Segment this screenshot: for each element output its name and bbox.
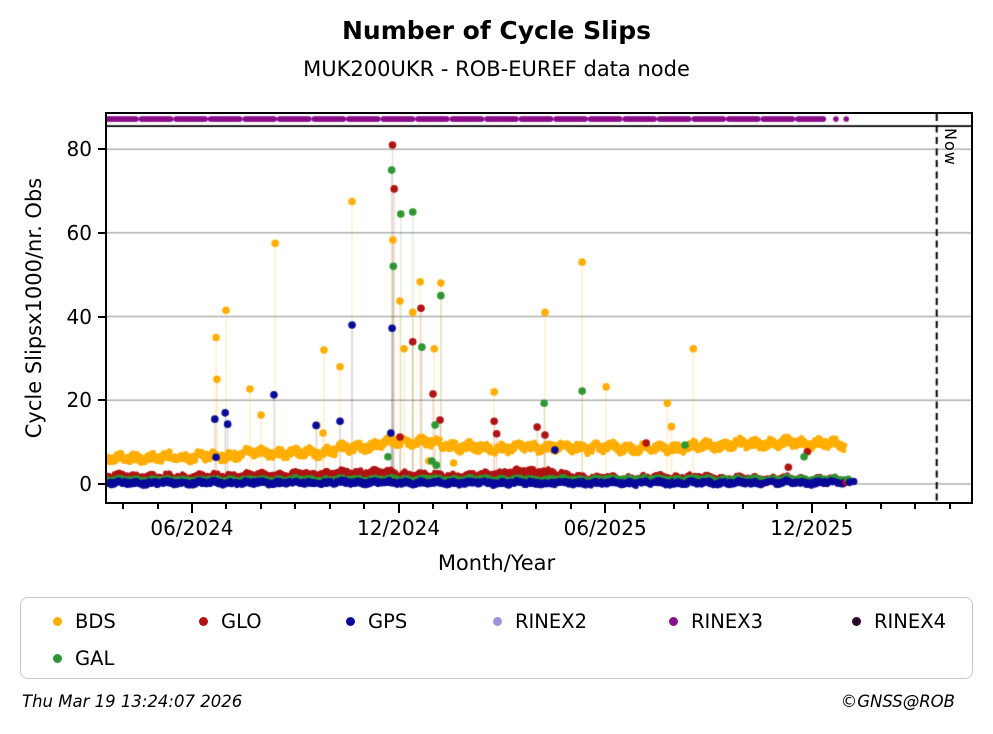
x-tick-mark-major <box>604 504 607 513</box>
legend-label-gps: GPS <box>368 609 408 633</box>
legend-label-gal: GAL <box>75 646 115 670</box>
legend-label-glo: GLO <box>221 609 262 633</box>
legend-marker-rinex2-icon <box>493 616 502 626</box>
x-tick-mark-minor <box>638 504 641 509</box>
legend-marker-glo-icon <box>199 616 208 626</box>
x-tick-mark-minor <box>432 504 434 509</box>
legend-marker-gal-icon <box>53 653 62 663</box>
x-tick-label: 06/2024 <box>150 516 234 540</box>
y-tick-mark <box>98 399 105 402</box>
y-tick-mark <box>98 483 105 485</box>
y-tick-mark <box>98 315 105 318</box>
x-tick-mark-minor <box>879 504 882 509</box>
x-tick-mark-major <box>810 504 813 513</box>
footer-credit: ©GNSS@ROB <box>840 692 955 711</box>
legend-item-rinex2: RINEX2 <box>493 608 587 634</box>
x-tick-label: 12/2024 <box>357 516 441 540</box>
y-tick-label: 80 <box>66 137 92 162</box>
legend-label-rinex3: RINEX3 <box>691 609 763 633</box>
legend-item-bds: BDS <box>53 608 116 634</box>
x-tick-mark-minor <box>741 504 744 509</box>
x-tick-mark-minor <box>294 504 297 509</box>
legend-item-rinex4: RINEX4 <box>852 608 946 634</box>
y-tick-mark <box>98 148 105 151</box>
y-tick-label: 40 <box>66 304 92 329</box>
y-tick-label: 0 <box>79 472 92 496</box>
x-tick-mark-major <box>190 504 193 513</box>
x-tick-mark-minor <box>845 504 848 509</box>
x-tick-mark-minor <box>569 504 572 509</box>
footer-timestamp: Thu Mar 19 13:24:07 2026 <box>22 692 243 711</box>
x-tick-mark-minor <box>948 504 951 509</box>
x-tick-mark-minor <box>466 504 469 509</box>
legend: BDS GLO GPS RINEX2 RINEX3 RINEX4 GAL <box>20 597 973 679</box>
chart-subtitle: MUK200UKR - ROB-EUREF data node <box>303 57 690 81</box>
x-tick-mark-minor <box>328 504 331 509</box>
legend-marker-rinex4-icon <box>852 616 861 626</box>
x-tick-label: 12/2025 <box>770 516 854 540</box>
y-tick-label: 20 <box>66 388 92 413</box>
x-tick-mark-major <box>397 504 400 513</box>
x-tick-mark-minor <box>363 504 366 509</box>
chart-title: Number of Cycle Slips <box>341 16 652 45</box>
legend-marker-gps-icon <box>346 616 355 626</box>
x-tick-mark-minor <box>500 504 503 509</box>
x-tick-mark-minor <box>707 504 710 509</box>
x-tick-mark-minor <box>673 504 676 509</box>
x-tick-mark-minor <box>535 504 538 509</box>
x-tick-mark-minor <box>122 504 125 509</box>
x-axis-label: Month/Year <box>437 551 556 575</box>
legend-label-bds: BDS <box>75 609 116 633</box>
now-label: Now <box>941 128 960 166</box>
x-tick-mark-minor <box>156 504 159 509</box>
legend-marker-bds-icon <box>53 616 62 626</box>
legend-label-rinex2: RINEX2 <box>515 609 587 633</box>
legend-item-gps: GPS <box>346 608 407 634</box>
x-tick-mark-minor <box>225 504 228 509</box>
x-tick-mark-minor <box>914 504 917 509</box>
legend-marker-rinex3-icon <box>669 616 678 626</box>
legend-label-rinex4: RINEX4 <box>874 609 946 633</box>
plot-area <box>105 112 973 504</box>
legend-item-rinex3: RINEX3 <box>669 608 763 634</box>
legend-item-gal: GAL <box>53 645 114 671</box>
x-tick-mark-minor <box>259 504 262 509</box>
scatter-canvas <box>107 114 971 502</box>
x-tick-label: 06/2025 <box>563 516 647 540</box>
x-tick-mark-minor <box>776 504 779 509</box>
y-tick-mark <box>98 231 105 234</box>
y-tick-label: 60 <box>66 220 92 245</box>
legend-item-glo: GLO <box>199 608 262 634</box>
